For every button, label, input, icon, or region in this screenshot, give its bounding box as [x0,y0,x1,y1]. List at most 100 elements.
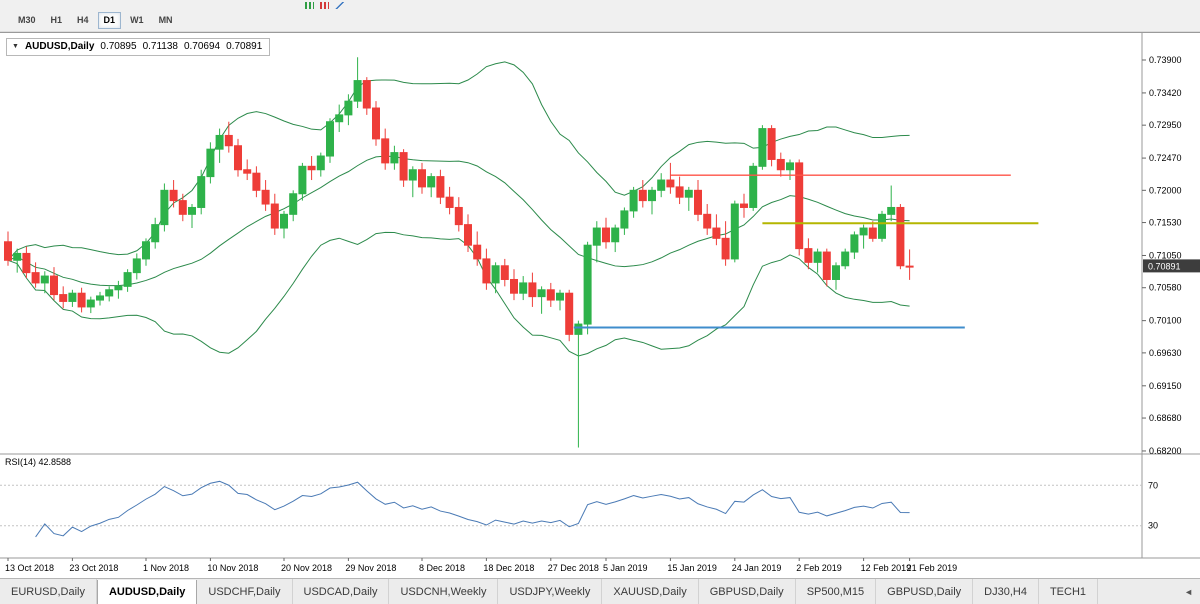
timeframe-h4-button[interactable]: H4 [71,12,95,29]
tab-tech1[interactable]: TECH1 [1039,579,1098,604]
candlestick-chart-icon[interactable] [320,1,329,9]
candle-down [767,128,776,160]
date-axis-label[interactable]: 15 Jan 2019 [667,563,717,573]
candle-down [528,282,537,298]
candle-up [326,121,334,157]
candle-down [703,213,712,229]
tab-usdcad-daily[interactable]: USDCAD,Daily [293,579,390,604]
candle-up [537,289,546,298]
candle-down [169,189,178,202]
timeframe-w1-button[interactable]: W1 [124,12,150,29]
date-axis-label[interactable]: 18 Dec 2018 [483,563,534,573]
price-axis-label[interactable]: 0.68680 [1149,413,1182,423]
candle-down [261,189,270,205]
date-axis-label[interactable]: 24 Jan 2019 [732,563,782,573]
tab-gbpusd-daily[interactable]: GBPUSD,Daily [699,579,796,604]
candle-up [491,265,500,284]
tab-sp500-m15[interactable]: SP500,M15 [796,579,877,604]
candle-up [206,148,215,178]
candle-down [868,227,877,239]
timeframe-h1-button[interactable]: H1 [45,12,69,29]
date-axis-label[interactable]: 20 Nov 2018 [281,563,332,573]
tab-usdchf-daily[interactable]: USDCHF,Daily [197,579,293,604]
ohlc-open-value: 0.70895 [100,41,137,52]
candle-up [40,275,49,284]
tab-usdjpy-weekly[interactable]: USDJPY,Weekly [498,579,603,604]
tab-xauusd-daily[interactable]: XAUUSD,Daily [602,579,699,604]
date-axis-label[interactable]: 2 Feb 2019 [796,563,842,573]
candle-up [197,176,206,208]
candle-up [114,285,123,291]
tab-dj30-h4[interactable]: DJ30,H4 [973,579,1039,604]
candle-down [666,179,675,188]
candle-up [215,134,224,150]
price-axis-label[interactable]: 0.72950 [1149,120,1182,130]
candle-up [160,189,169,226]
candle-down [224,134,233,147]
timeframe-d1-button[interactable]: D1 [97,12,122,29]
candle-up [758,128,767,167]
candle-down [896,206,905,267]
price-axis-label[interactable]: 0.68200 [1149,446,1182,456]
candle-down [234,145,242,171]
tab-gbpusd-daily-2[interactable]: GBPUSD,Daily [876,579,974,604]
candle-up [850,234,859,253]
timeframe-mn-button[interactable]: MN [153,12,179,29]
tab-scroll-left-icon[interactable]: ◄ [1184,586,1193,597]
candle-up [583,244,592,325]
date-axis-label[interactable]: 12 Feb 2019 [861,563,912,573]
date-axis-label[interactable]: 29 Nov 2018 [345,563,396,573]
chart-symbol-title: AUDUSD,Daily [24,41,95,52]
candle-down [464,224,472,246]
candle-down [418,169,426,188]
candle-up [813,251,822,263]
collapse-arrow-icon[interactable]: ▼ [12,43,19,50]
bar-chart-icon[interactable] [305,1,314,9]
date-axis-label[interactable]: 21 Feb 2019 [907,563,958,573]
candle-up [353,80,362,102]
candle-down [675,186,684,198]
candle-down [482,258,491,284]
rsi-axis-label: 30 [1148,521,1158,531]
date-axis-label[interactable]: 1 Nov 2018 [143,563,189,573]
candle-down [77,292,86,308]
tab-usdcnh-weekly[interactable]: USDCNH,Weekly [389,579,499,604]
price-axis-label[interactable]: 0.70580 [1149,283,1182,293]
candle-up [151,224,160,243]
price-axis-label[interactable]: 0.71530 [1149,218,1182,228]
candle-down [473,244,482,260]
date-axis-label[interactable]: 27 Dec 2018 [548,563,599,573]
price-axis-label[interactable]: 0.73900 [1149,55,1182,65]
price-axis-label[interactable]: 0.70100 [1149,316,1182,326]
date-axis-label[interactable]: 8 Dec 2018 [419,563,465,573]
price-axis-label[interactable]: 0.69630 [1149,348,1182,358]
candle-down [510,278,518,294]
price-axis-label[interactable]: 0.72470 [1149,153,1182,163]
tab-eurusd-daily[interactable]: EURUSD,Daily [0,579,97,604]
date-axis-label[interactable]: 10 Nov 2018 [207,563,258,573]
current-price-value: 0.70891 [1148,261,1181,271]
price-axis-label[interactable]: 0.69150 [1149,381,1182,391]
candle-down [243,169,252,174]
date-axis-label[interactable]: 23 Oct 2018 [69,563,118,573]
chart-window[interactable]: 30 70 0.73900 0.73420 0.72950 0.72470 0.72000 0… [0,32,1200,579]
date-axis-label[interactable]: 13 Oct 2018 [5,563,54,573]
ohlc-high-value: 0.71138 [142,41,178,52]
timeframe-m30-button[interactable]: M30 [12,12,42,29]
price-axis-label[interactable]: 0.72000 [1149,185,1182,195]
current-price-badge [1143,259,1200,273]
date-axis-label[interactable]: 5 Jan 2019 [603,563,648,573]
price-chart[interactable]: 30 70 0.73900 0.73420 0.72950 0.72470 0.72000 0… [0,33,1200,579]
candle-up [86,299,95,308]
candle-up [188,206,196,215]
candle-up [832,265,840,280]
line-chart-icon[interactable] [335,1,344,9]
candle-down [694,189,702,215]
candle-up [611,227,620,243]
candle-up [887,206,896,215]
tab-audusd-daily[interactable]: AUDUSD,Daily [96,580,198,604]
price-axis-label[interactable]: 0.73420 [1149,88,1182,98]
price-axis-label[interactable]: 0.71050 [1149,250,1182,260]
ohlc-close-value: 0.70891 [226,41,263,52]
